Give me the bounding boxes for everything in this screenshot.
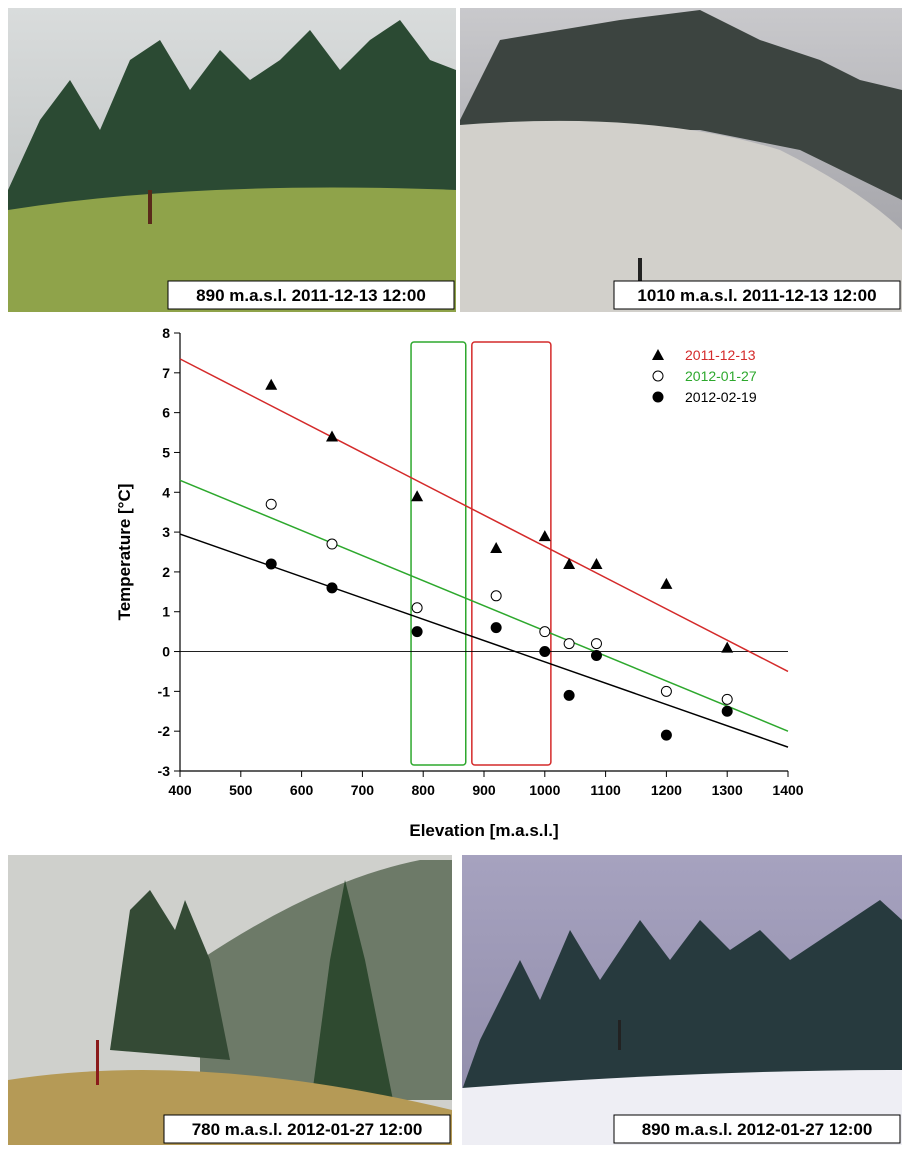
trend-line bbox=[180, 480, 788, 731]
y-tick-label: 8 bbox=[162, 325, 170, 341]
legend-marker bbox=[653, 371, 663, 381]
highlight-box bbox=[411, 342, 466, 765]
page: {"photos": [ {"caption": "890 m.a.s.l. 2… bbox=[0, 0, 904, 1151]
x-tick-label: 1300 bbox=[712, 782, 743, 798]
y-tick-label: 4 bbox=[162, 484, 170, 500]
data-point bbox=[591, 651, 601, 661]
y-tick-label: -1 bbox=[158, 683, 171, 699]
data-point bbox=[411, 490, 423, 501]
x-tick-label: 1200 bbox=[651, 782, 682, 798]
data-point bbox=[491, 623, 501, 633]
legend-label: 2012-01-27 bbox=[685, 368, 757, 384]
data-point bbox=[540, 627, 550, 637]
x-tick-label: 1000 bbox=[529, 782, 560, 798]
data-point bbox=[412, 603, 422, 613]
y-tick-label: -3 bbox=[158, 763, 171, 779]
x-tick-label: 600 bbox=[290, 782, 314, 798]
y-tick-label: 7 bbox=[162, 365, 170, 381]
photo-caption: 890 m.a.s.l. 2011-12-13 12:00 bbox=[196, 286, 426, 305]
y-tick-label: 1 bbox=[162, 604, 170, 620]
legend-label: 2011-12-13 bbox=[685, 347, 756, 363]
y-tick-label: 5 bbox=[162, 444, 170, 460]
data-point bbox=[564, 690, 574, 700]
x-tick-label: 1100 bbox=[590, 782, 621, 798]
plot: -3 -2 -1 0 1 2 3 4 5 6 7 8 400 500 600 700 800 900 1000 110… bbox=[158, 325, 804, 798]
x-tick-label: 400 bbox=[168, 782, 192, 798]
data-point bbox=[661, 730, 671, 740]
data-point bbox=[540, 647, 550, 657]
y-tick-label: 2 bbox=[162, 564, 170, 580]
data-point bbox=[722, 694, 732, 704]
photo bbox=[8, 855, 452, 1145]
data-point bbox=[661, 686, 671, 696]
data-point bbox=[563, 558, 575, 569]
y-tick-label: 3 bbox=[162, 524, 170, 540]
data-point bbox=[591, 639, 601, 649]
data-point bbox=[412, 627, 422, 637]
x-tick-label: 700 bbox=[351, 782, 375, 798]
x-axis-label: Elevation [m.a.s.l.] bbox=[409, 821, 558, 840]
data-point bbox=[491, 591, 501, 601]
data-point bbox=[265, 379, 277, 390]
legend-marker bbox=[652, 349, 664, 360]
x-tick-label: 1400 bbox=[772, 782, 803, 798]
x-tick-label: 800 bbox=[412, 782, 436, 798]
photo-caption: 890 m.a.s.l. 2012-01-27 12:00 bbox=[642, 1120, 873, 1139]
data-point bbox=[266, 499, 276, 509]
data-point bbox=[327, 583, 337, 593]
trend-line bbox=[180, 359, 788, 672]
data-point bbox=[490, 542, 502, 553]
data-point bbox=[539, 530, 551, 541]
x-tick-label: 500 bbox=[229, 782, 253, 798]
data-point bbox=[660, 578, 672, 589]
figure: 890 m.a.s.l. 2011-12-13 12:00 1010 m.a.s… bbox=[0, 0, 904, 1151]
y-tick-label: 6 bbox=[162, 405, 170, 421]
photo bbox=[8, 8, 456, 312]
photo-caption: 780 m.a.s.l. 2012-01-27 12:00 bbox=[192, 1120, 423, 1139]
photo-caption: 1010 m.a.s.l. 2011-12-13 12:00 bbox=[637, 286, 876, 305]
y-tick-label: 0 bbox=[162, 644, 170, 660]
data-point bbox=[590, 558, 602, 569]
legend-marker bbox=[653, 392, 663, 402]
legend-label: 2012-02-19 bbox=[685, 389, 757, 405]
y-axis-label: Temperature [°C] bbox=[115, 484, 134, 621]
y-tick-label: -2 bbox=[158, 723, 171, 739]
data-point bbox=[564, 639, 574, 649]
data-point bbox=[327, 539, 337, 549]
data-point bbox=[721, 642, 733, 653]
highlight-box bbox=[472, 342, 551, 765]
photo bbox=[460, 8, 902, 312]
data-point bbox=[326, 431, 338, 442]
data-point bbox=[722, 706, 732, 716]
data-point bbox=[266, 559, 276, 569]
x-tick-label: 900 bbox=[472, 782, 496, 798]
photo bbox=[462, 855, 902, 1145]
